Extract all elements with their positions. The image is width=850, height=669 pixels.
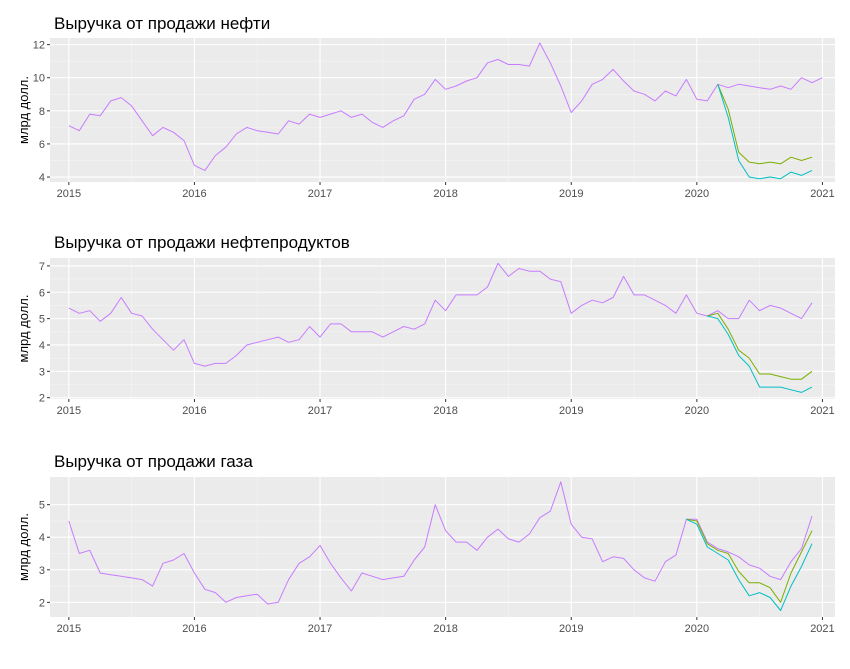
y-tick-label: 4 bbox=[39, 532, 45, 544]
y-tick-label: 3 bbox=[39, 565, 45, 577]
series-line-2 bbox=[717, 84, 813, 165]
x-tick-label: 2020 bbox=[685, 623, 709, 635]
plot-background bbox=[50, 38, 835, 182]
x-tick-label: 2018 bbox=[433, 623, 457, 635]
x-tick-label: 2019 bbox=[559, 623, 583, 635]
y-axis-label: млрд долл. bbox=[16, 76, 31, 144]
x-tick-label: 2015 bbox=[57, 623, 81, 635]
series-line-1 bbox=[68, 42, 823, 171]
y-tick-label: 8 bbox=[39, 106, 45, 118]
series-line-2 bbox=[707, 312, 813, 380]
x-tick-label: 2020 bbox=[685, 405, 709, 417]
series-line-3 bbox=[686, 518, 813, 611]
y-tick-label: 4 bbox=[39, 172, 45, 184]
x-tick-label: 2019 bbox=[559, 405, 583, 417]
y-axis-label: млрд долл. bbox=[16, 513, 31, 581]
x-tick-label: 2018 bbox=[433, 405, 457, 417]
x-tick-label: 2021 bbox=[810, 623, 834, 635]
chart-panel-1: 4 6 8 10 12 2015 2016 2017 2018 2019 2020 2021 Выруч… bbox=[16, 14, 835, 200]
y-tick-label: 2 bbox=[39, 393, 45, 405]
y-tick-label: 5 bbox=[39, 314, 45, 326]
y-tick-label: 10 bbox=[33, 73, 45, 85]
plot-background bbox=[50, 258, 835, 399]
x-tick-label: 2016 bbox=[182, 188, 206, 200]
chart-panel-3: 2 3 4 5 2015 2016 2017 2018 2019 2020 2021 Выручка … bbox=[16, 452, 835, 635]
series-line-3 bbox=[707, 315, 813, 393]
chart-title: Выручка от продажи газа bbox=[54, 452, 253, 471]
x-tick-label: 2015 bbox=[57, 188, 81, 200]
x-tick-label: 2016 bbox=[182, 405, 206, 417]
plot-background bbox=[50, 477, 835, 617]
y-tick-label: 12 bbox=[33, 40, 45, 52]
x-tick-label: 2015 bbox=[57, 405, 81, 417]
y-tick-label: 4 bbox=[39, 340, 45, 352]
y-tick-label: 2 bbox=[39, 597, 45, 609]
y-axis-label: млрд долл. bbox=[16, 295, 31, 363]
x-tick-label: 2021 bbox=[810, 405, 834, 417]
y-tick-label: 7 bbox=[39, 261, 45, 273]
y-tick-label: 3 bbox=[39, 366, 45, 378]
chart-panel-2: 2 3 4 5 6 7 2015 2016 2017 2018 2019 2020 2021 Выручк… bbox=[16, 233, 835, 417]
chart-title: Выручка от продажи нефти bbox=[54, 14, 270, 33]
x-tick-label: 2017 bbox=[308, 188, 332, 200]
x-tick-label: 2021 bbox=[810, 188, 834, 200]
x-tick-label: 2017 bbox=[308, 623, 332, 635]
chart-title: Выручка от продажи нефтепродуктов bbox=[54, 233, 350, 252]
y-tick-label: 6 bbox=[39, 287, 45, 299]
x-tick-label: 2016 bbox=[182, 623, 206, 635]
y-tick-label: 6 bbox=[39, 139, 45, 151]
series-line-2 bbox=[686, 518, 813, 603]
y-tick-label: 5 bbox=[39, 500, 45, 512]
x-tick-label: 2020 bbox=[685, 188, 709, 200]
x-tick-label: 2017 bbox=[308, 405, 332, 417]
x-tick-label: 2018 bbox=[433, 188, 457, 200]
series-line-1 bbox=[68, 262, 813, 367]
series-line-3 bbox=[717, 84, 813, 180]
x-tick-label: 2019 bbox=[559, 188, 583, 200]
